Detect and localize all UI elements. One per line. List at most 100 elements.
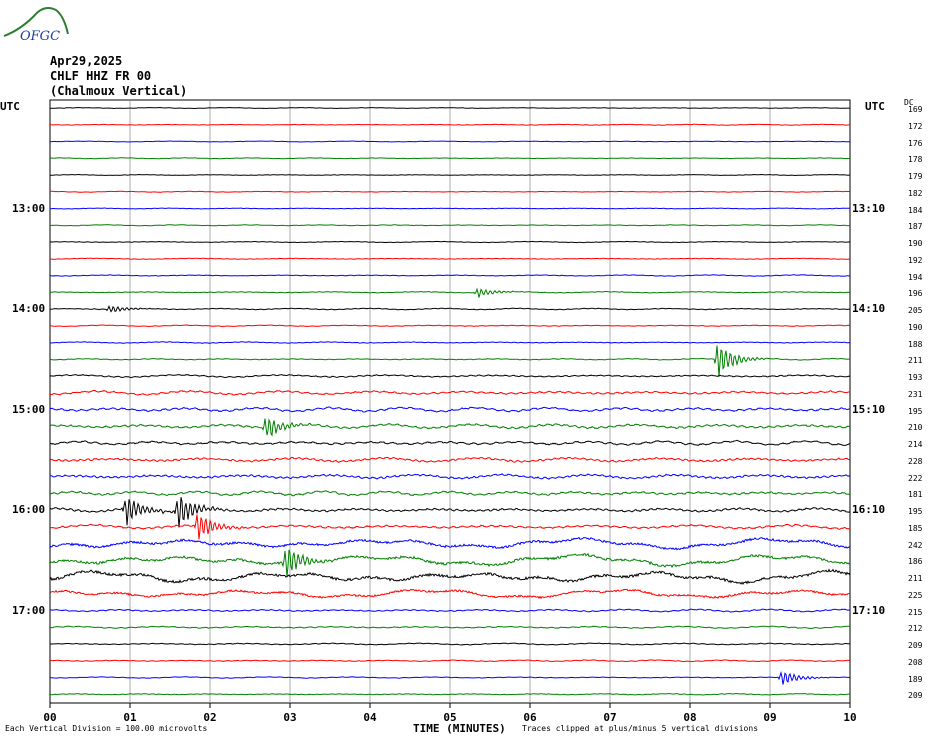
dc-label: DC xyxy=(904,98,914,107)
dc-offset-label: 215 xyxy=(908,607,923,617)
logo-text: OFGC xyxy=(20,29,60,44)
x-tick-label: 03 xyxy=(283,711,297,724)
dc-offset-label: 184 xyxy=(908,205,923,215)
dc-offset-label: 228 xyxy=(908,456,923,466)
dc-offset-label: 187 xyxy=(908,222,923,232)
clip-note: Traces clipped at plus/minus 5 vertical … xyxy=(522,724,759,733)
trace-14-blue xyxy=(49,341,851,344)
trace-27-green xyxy=(49,549,851,577)
trace-11-green xyxy=(49,287,851,298)
dc-offset-label: 222 xyxy=(908,473,923,483)
x-tick-label: 02 xyxy=(203,711,217,724)
trace-34-blue xyxy=(49,670,851,685)
right-time-label: 14:10 xyxy=(852,302,886,315)
dc-offset-label: 189 xyxy=(908,674,923,684)
dc-offset-label: 190 xyxy=(908,239,923,248)
right-time-label: 17:10 xyxy=(852,603,886,617)
dc-offset-label: 214 xyxy=(908,440,923,449)
trace-22-blue xyxy=(49,473,851,480)
dc-offset-label: 210 xyxy=(908,423,923,433)
dc-offset-label: 181 xyxy=(908,490,923,500)
trace-35-green xyxy=(50,692,851,696)
trace-21-red xyxy=(49,456,851,463)
x-axis-label: TIME (MINUTES) xyxy=(413,722,506,735)
trace-19-green xyxy=(49,418,851,437)
right-time-label: 16:10 xyxy=(852,503,886,516)
left-time-label: 14:00 xyxy=(12,302,46,315)
trace-2-blue xyxy=(50,140,850,143)
x-tick-label: 09 xyxy=(763,711,777,724)
trace-3-green xyxy=(49,157,850,160)
trace-30-blue xyxy=(49,608,851,613)
trace-4-black xyxy=(50,173,851,177)
dc-offset-label: 176 xyxy=(908,138,923,148)
dc-offset-label: 188 xyxy=(908,339,923,349)
dc-offset-label: 212 xyxy=(908,624,923,634)
dc-offset-label: 192 xyxy=(908,255,923,265)
dc-offset-label: 205 xyxy=(908,306,923,315)
x-tick-label: 01 xyxy=(123,711,137,724)
dc-offset-label: 211 xyxy=(908,356,923,366)
dc-offset-label: 185 xyxy=(908,523,923,533)
dc-offset-label: 178 xyxy=(908,155,923,165)
header-date: Apr29,2025 xyxy=(50,54,123,68)
dc-offset-label: 208 xyxy=(908,657,923,667)
dc-offset-label: 225 xyxy=(908,590,923,600)
logo-swoosh xyxy=(3,7,69,37)
trace-10-blue xyxy=(49,274,851,277)
trace-5-red xyxy=(49,190,851,193)
right-time-label: 15:10 xyxy=(852,402,886,416)
trace-13-red xyxy=(50,324,851,328)
trace-6-blue xyxy=(49,207,851,210)
trace-25-red xyxy=(49,514,851,540)
trace-32-black xyxy=(50,642,851,646)
x-tick-label: 00 xyxy=(43,711,57,724)
x-tick-label: 04 xyxy=(363,711,377,724)
trace-26-blue xyxy=(49,536,851,551)
dc-offset-label: 169 xyxy=(908,105,923,114)
trace-12-black xyxy=(49,305,851,313)
right-time-label: 13:10 xyxy=(852,201,886,215)
dc-offset-label: 194 xyxy=(908,272,923,282)
trace-29-red xyxy=(49,588,851,600)
x-tick-label: 05 xyxy=(443,711,457,724)
left-time-label: 17:00 xyxy=(12,603,46,617)
dc-offset-label: 211 xyxy=(908,574,923,583)
utc-right-label: UTC xyxy=(865,100,885,113)
x-tick-label: 08 xyxy=(683,711,697,724)
trace-9-red xyxy=(50,257,851,260)
utc-left-label: UTC xyxy=(0,100,20,113)
ofgc-logo: OFGC xyxy=(0,0,75,48)
dc-offset-label: 186 xyxy=(908,557,923,567)
x-tick-label: 10 xyxy=(843,711,857,724)
dc-offset-label: 195 xyxy=(908,507,923,516)
dc-offset-label: 182 xyxy=(908,188,923,198)
left-time-label: 13:00 xyxy=(12,201,46,215)
trace-23-green xyxy=(49,490,851,497)
dc-offset-label: 179 xyxy=(908,172,923,181)
trace-17-red xyxy=(49,389,851,396)
dc-offset-label: 193 xyxy=(908,373,923,382)
x-tick-label: 07 xyxy=(603,711,617,724)
x-tick-label: 06 xyxy=(523,711,537,724)
trace-20-black xyxy=(49,439,851,446)
trace-0-black xyxy=(49,106,851,110)
left-time-label: 16:00 xyxy=(12,503,46,516)
trace-7-green xyxy=(49,224,851,227)
trace-16-black xyxy=(49,374,851,379)
left-time-label: 15:00 xyxy=(12,402,46,416)
trace-15-green xyxy=(49,345,851,377)
dc-offset-label: 196 xyxy=(908,289,923,299)
division-note: Each Vertical Division = 100.00 microvol… xyxy=(5,724,208,733)
dc-offset-label: 242 xyxy=(908,540,923,550)
trace-28-black xyxy=(49,568,851,585)
dc-offset-label: 209 xyxy=(908,641,923,650)
trace-24-black xyxy=(49,497,851,528)
trace-8-black xyxy=(49,240,851,244)
dc-offset-label: 190 xyxy=(908,322,923,332)
dc-offset-label: 172 xyxy=(908,121,923,131)
header-location: (Chalmoux Vertical) xyxy=(50,84,188,98)
trace-18-blue xyxy=(49,406,851,413)
trace-33-red xyxy=(49,659,851,663)
